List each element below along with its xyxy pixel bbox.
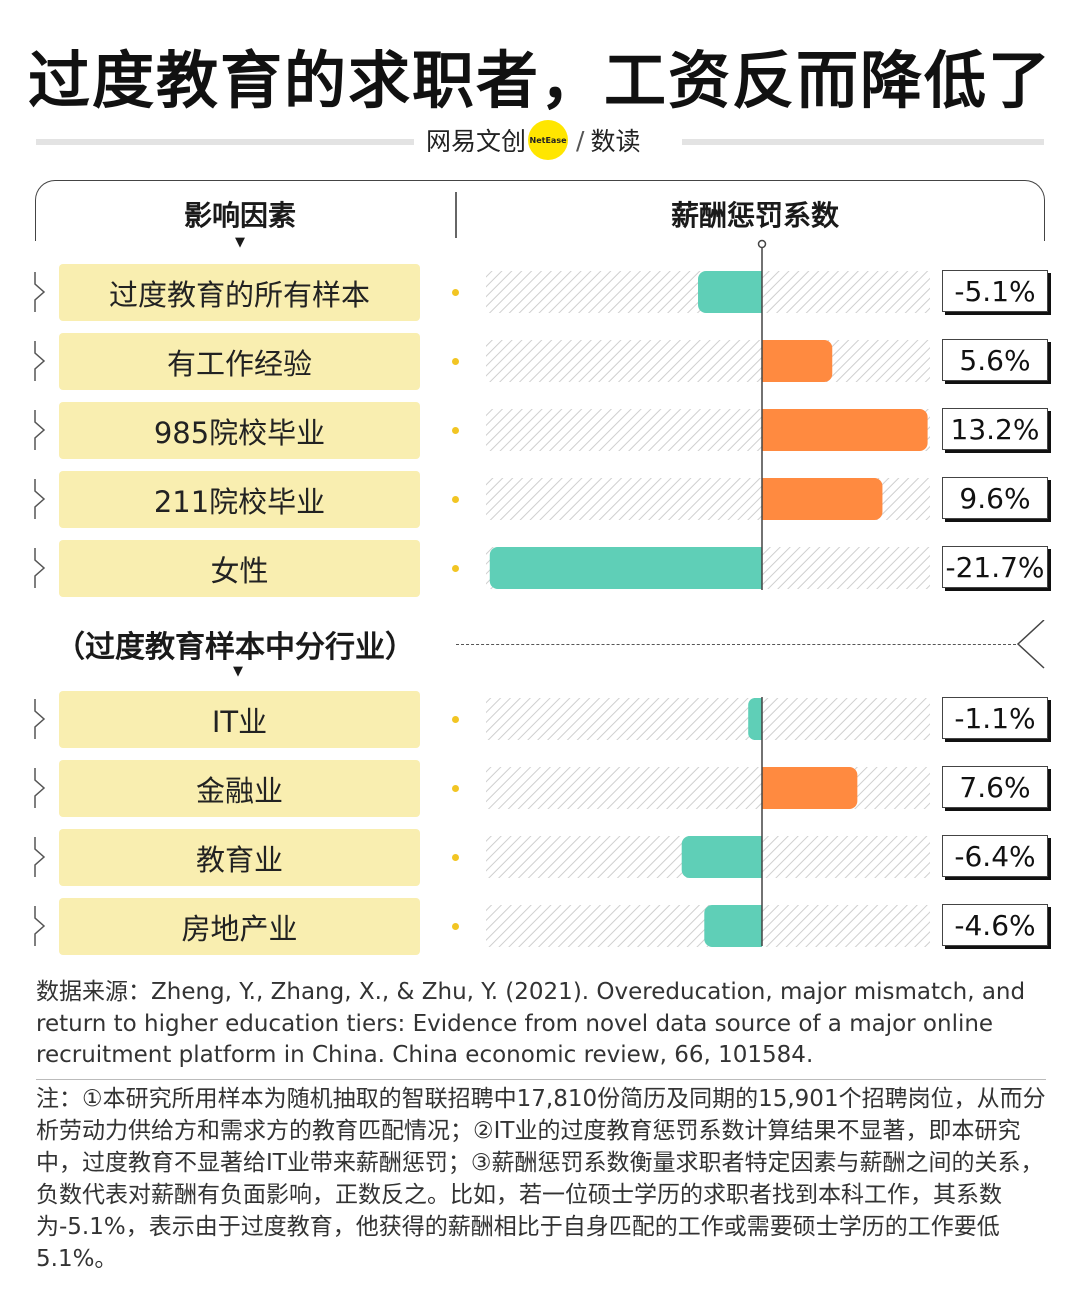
category-label: 金融业 bbox=[59, 760, 420, 817]
data-label: 7.6% bbox=[942, 766, 1048, 808]
bar-track bbox=[486, 698, 930, 740]
chart-header-frame bbox=[35, 180, 1045, 241]
section-dashed-divider bbox=[456, 644, 1016, 645]
bar bbox=[762, 478, 883, 520]
bar bbox=[762, 767, 858, 809]
data-label: -6.4% bbox=[942, 835, 1048, 877]
category-label: 教育业 bbox=[59, 829, 420, 886]
category-label: 211院校毕业 bbox=[59, 471, 420, 528]
row-dot bbox=[452, 565, 459, 572]
bar bbox=[681, 836, 762, 878]
row-dot bbox=[452, 289, 459, 296]
bar-track bbox=[486, 340, 930, 382]
bar bbox=[762, 409, 928, 451]
bar-edge bbox=[762, 767, 770, 809]
chevron-right-icon bbox=[34, 837, 46, 877]
data-label: -5.1% bbox=[942, 270, 1048, 312]
chevron-right-icon bbox=[34, 341, 46, 381]
data-source: 数据来源：Zheng, Y., Zhang, X., & Zhu, Y. (20… bbox=[36, 979, 1026, 1068]
chevron-right-icon bbox=[34, 768, 46, 808]
category-label: IT业 bbox=[59, 691, 420, 748]
chevron-right-icon bbox=[34, 479, 46, 519]
down-triangle-icon: ▼ bbox=[235, 235, 245, 250]
footnote-divider bbox=[36, 1079, 1046, 1080]
coefficient-header: 薪酬惩罚系数 bbox=[620, 194, 890, 234]
row-dot bbox=[452, 427, 459, 434]
bar-edge bbox=[754, 271, 762, 313]
row-dot bbox=[452, 496, 459, 503]
netease-logo-icon: NetEase bbox=[528, 120, 569, 160]
row-dot bbox=[452, 358, 459, 365]
row-dot bbox=[452, 854, 459, 861]
divider-left bbox=[36, 139, 414, 145]
page-title: 过度教育的求职者，工资反而降低了 bbox=[27, 44, 1052, 117]
bar-edge bbox=[762, 478, 770, 520]
bar bbox=[762, 340, 833, 382]
divider-right bbox=[682, 139, 1044, 145]
bar bbox=[698, 271, 762, 313]
bar-edge bbox=[754, 836, 762, 878]
factor-header-label: 影响因素 bbox=[183, 199, 296, 232]
category-label: 过度教育的所有样本 bbox=[59, 264, 420, 321]
row-dot bbox=[452, 923, 459, 930]
data-label: -1.1% bbox=[942, 697, 1048, 739]
category-label: 985院校毕业 bbox=[59, 402, 420, 459]
category-label: 房地产业 bbox=[59, 898, 420, 955]
bar-edge bbox=[762, 409, 770, 451]
section-industry-title: （过度教育样本中分行业） bbox=[55, 630, 415, 665]
bar-chart bbox=[486, 239, 930, 947]
down-triangle-icon: ▼ bbox=[233, 664, 243, 679]
bar-edge bbox=[754, 905, 762, 947]
bar-edge bbox=[762, 340, 770, 382]
category-label: 女性 bbox=[59, 540, 420, 597]
angle-bracket-icon bbox=[1016, 620, 1045, 669]
data-label: 5.6% bbox=[942, 339, 1048, 381]
chevron-right-icon bbox=[34, 410, 46, 450]
chevron-right-icon bbox=[34, 548, 46, 588]
data-label: -21.7% bbox=[942, 546, 1048, 588]
coefficient-header-label: 薪酬惩罚系数 bbox=[670, 199, 839, 232]
chevron-right-icon bbox=[34, 906, 46, 946]
chevron-right-icon bbox=[34, 272, 46, 312]
row-dot bbox=[452, 716, 459, 723]
zero-axis-marker bbox=[757, 239, 767, 249]
bar-track bbox=[486, 767, 930, 809]
category-label: 有工作经验 bbox=[59, 333, 420, 390]
row-dot bbox=[452, 785, 459, 792]
data-label: 13.2% bbox=[942, 408, 1048, 450]
brand-slash: / bbox=[576, 125, 585, 155]
bar-edge bbox=[754, 547, 762, 589]
brand-sub: 数读 bbox=[590, 127, 641, 156]
data-label: -4.6% bbox=[942, 904, 1048, 946]
chevron-right-icon bbox=[34, 699, 46, 739]
bar bbox=[704, 905, 762, 947]
brand-logo: 网易文创 NetEase / 数读 bbox=[426, 118, 640, 162]
brand-name: 网易文创 bbox=[426, 127, 527, 156]
bar-edge bbox=[754, 698, 762, 740]
data-label: 9.6% bbox=[942, 477, 1048, 519]
bar bbox=[489, 547, 762, 589]
header-divider bbox=[455, 192, 457, 238]
factor-header: 影响因素 ▼ bbox=[120, 194, 360, 250]
footnote: 注：①本研究所用样本为随机抽取的智联招聘中17,810份简历及同期的15,901… bbox=[36, 1086, 1046, 1272]
